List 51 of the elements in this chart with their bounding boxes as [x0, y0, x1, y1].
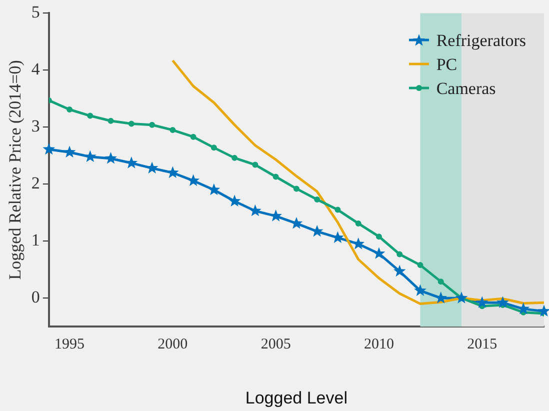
point — [476, 296, 488, 308]
point — [496, 296, 509, 308]
x-tick-label: 1995 — [54, 336, 85, 353]
point — [417, 262, 424, 268]
legend-label: PC — [436, 55, 458, 74]
x-tick-label: 2015 — [467, 336, 498, 353]
point — [190, 134, 196, 140]
x-tick-label: 2010 — [364, 336, 394, 353]
y-axis-title: Logged Relative Price (2014=0) — [6, 60, 25, 280]
point — [393, 264, 406, 277]
point — [372, 247, 386, 259]
point — [128, 120, 134, 127]
point — [272, 174, 279, 180]
point — [538, 304, 549, 316]
point — [63, 146, 76, 158]
point — [270, 210, 282, 222]
x-axis-title: Logged Level — [245, 388, 348, 408]
point — [104, 152, 117, 164]
point — [414, 284, 426, 296]
point — [108, 118, 114, 124]
point — [149, 122, 156, 128]
point — [87, 112, 94, 119]
point — [252, 162, 258, 168]
point — [187, 174, 200, 186]
y-tick-label: 2 — [31, 174, 40, 193]
point — [210, 144, 217, 151]
point — [170, 127, 176, 134]
point — [228, 194, 241, 206]
y-tick-label: 3 — [31, 116, 40, 136]
point — [396, 251, 403, 258]
point — [438, 278, 444, 285]
point — [232, 154, 238, 161]
point — [293, 186, 300, 192]
point — [66, 106, 73, 112]
y-tick-label: 5 — [31, 2, 40, 22]
legend-label: Refrigerators — [436, 31, 526, 50]
point — [376, 234, 382, 240]
point — [125, 156, 138, 168]
y-tick-label: 1 — [31, 230, 40, 250]
point — [455, 292, 468, 304]
x-tick-label: 2005 — [260, 336, 291, 353]
legend-label: Cameras — [436, 79, 496, 98]
point — [249, 204, 262, 216]
point — [42, 142, 56, 155]
y-tick-label: 0 — [31, 288, 40, 307]
point — [208, 183, 220, 196]
y-tick-label: 4 — [31, 60, 40, 79]
point — [334, 206, 341, 213]
point — [355, 220, 362, 226]
x-tick-label: 2000 — [158, 336, 188, 353]
point — [314, 196, 320, 203]
